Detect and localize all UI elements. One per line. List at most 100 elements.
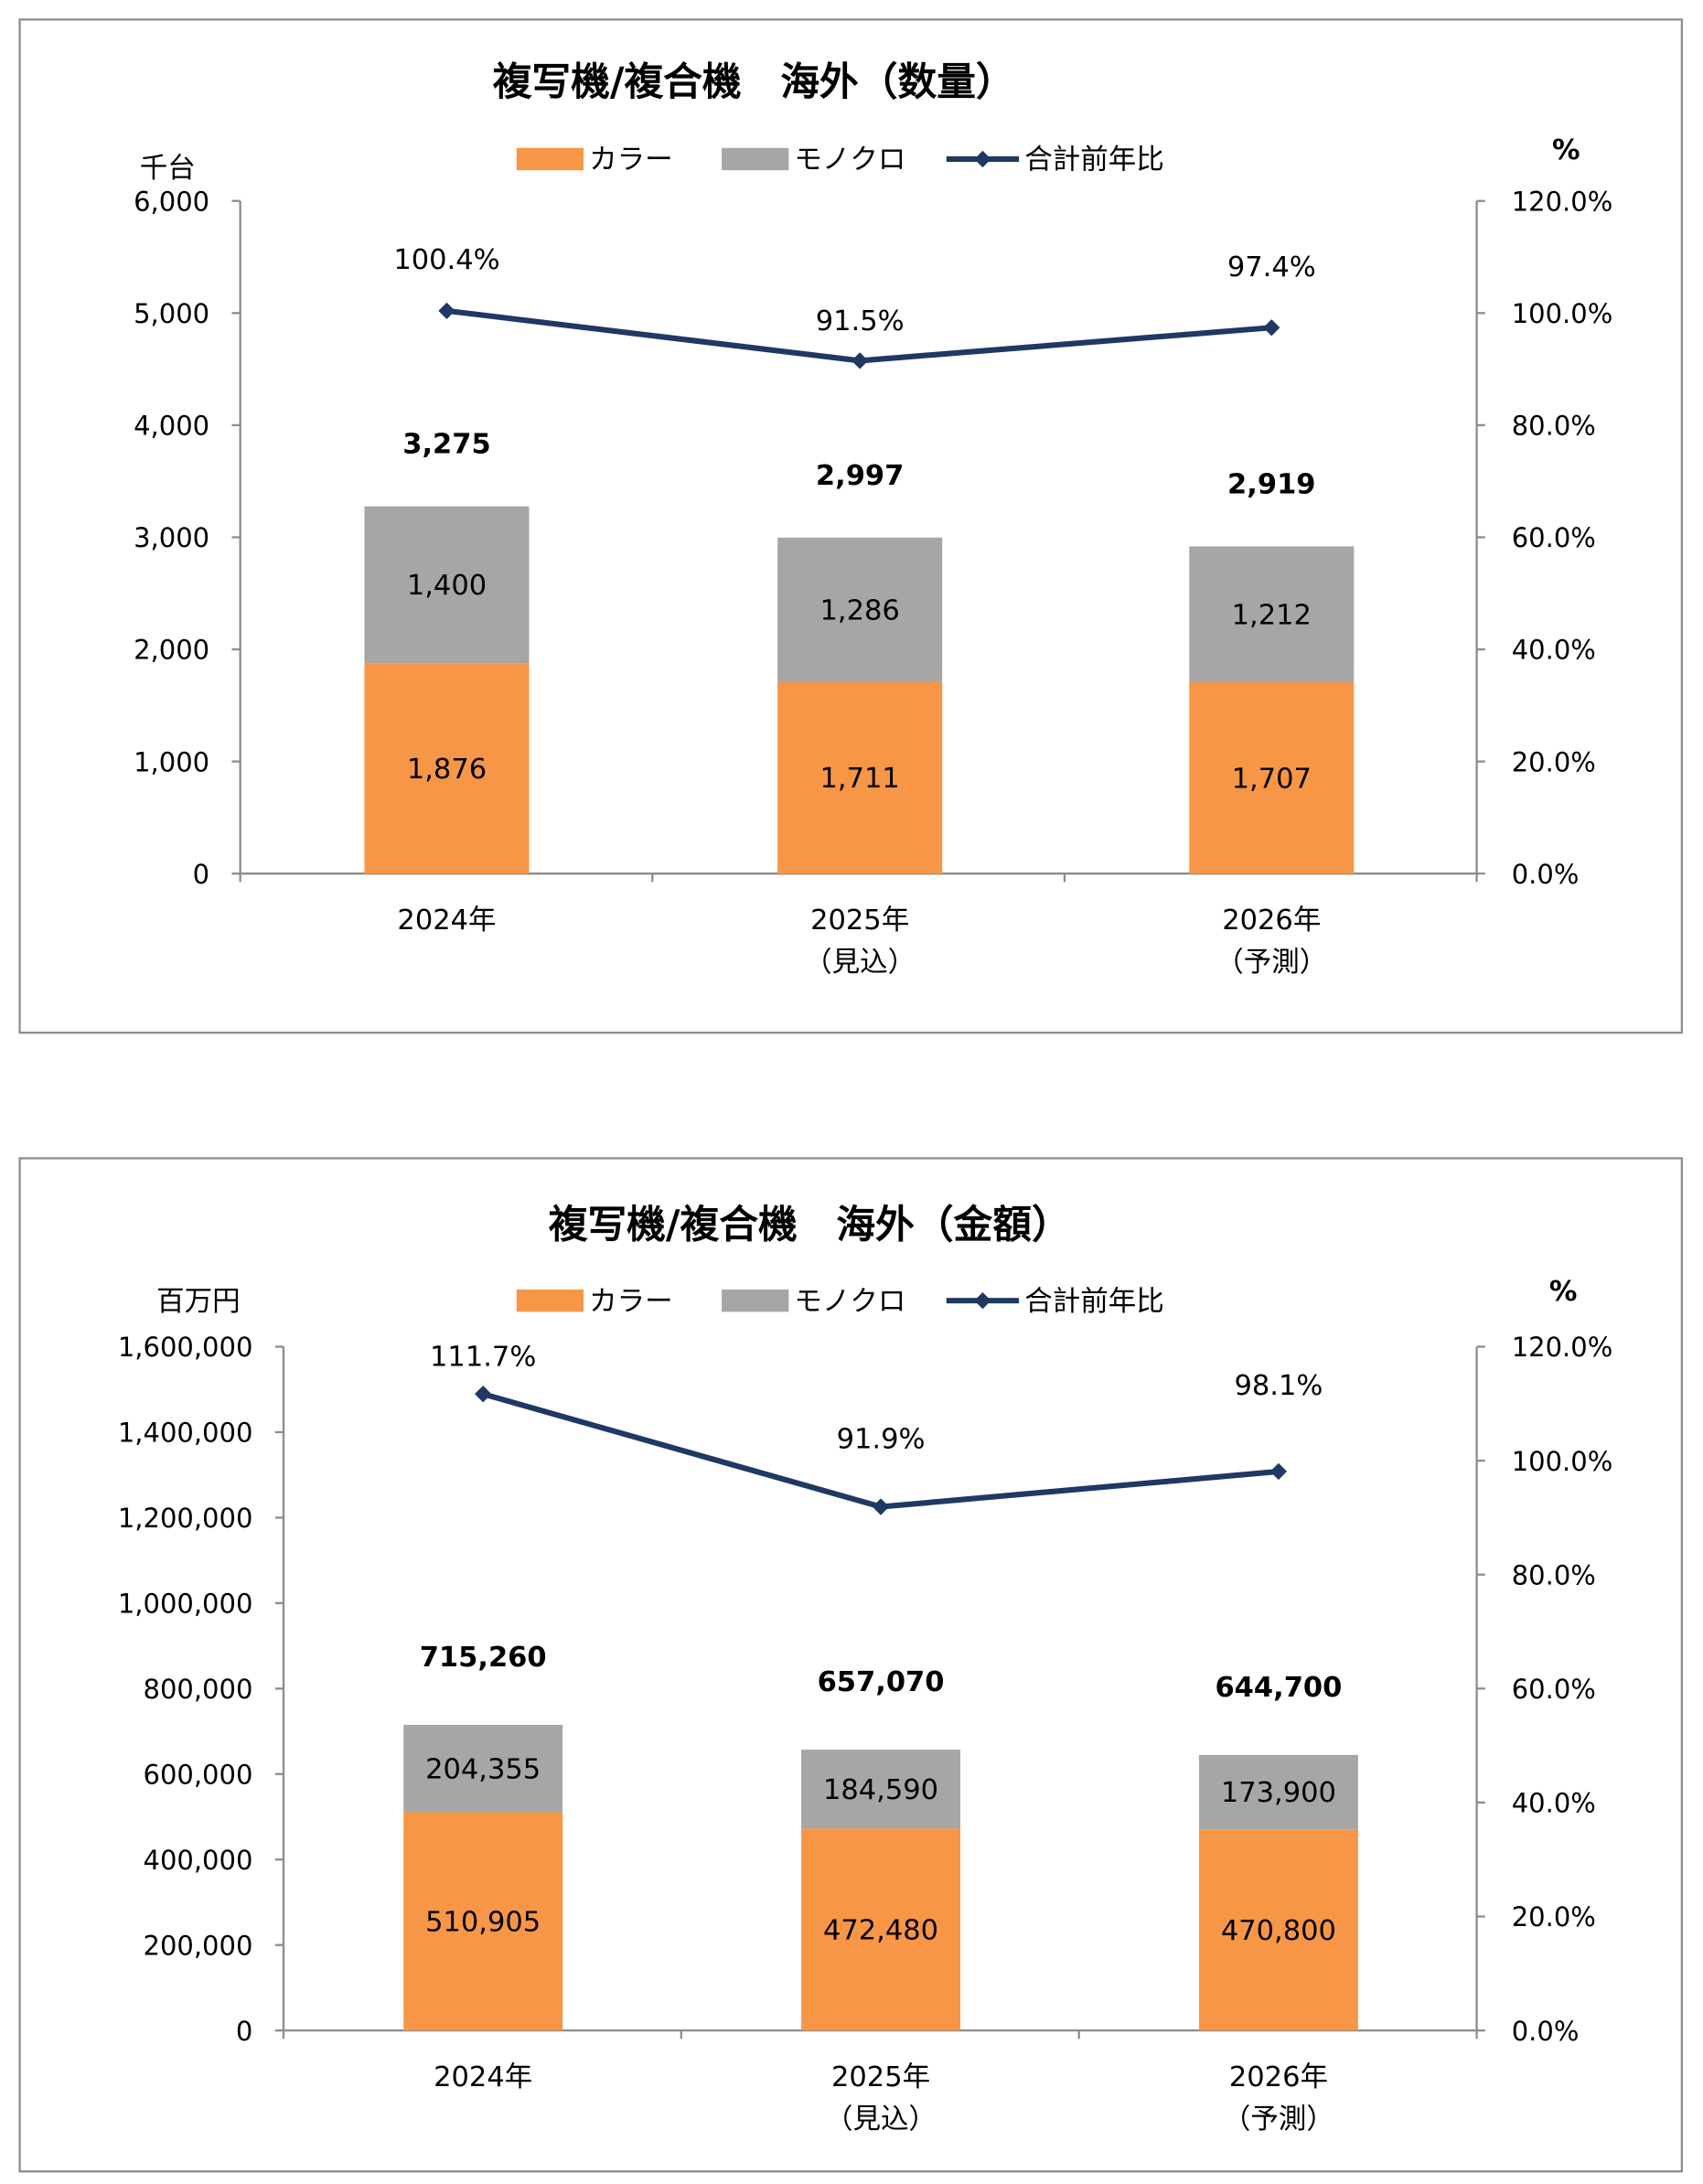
data-label-yoy: 98.1% — [1234, 1370, 1323, 1402]
x-category-label: （予測） — [1216, 947, 1327, 979]
legend-label-yoy: 合計前年比 — [1024, 145, 1164, 177]
y2-axis-unit: % — [1549, 1276, 1578, 1308]
x-category-label: 2026年 — [1222, 905, 1321, 937]
data-label-color: 1,876 — [407, 754, 487, 786]
data-label-mono: 1,212 — [1232, 599, 1312, 631]
y-tick-label: 6,000 — [134, 186, 209, 217]
y-tick-label: 0 — [236, 2016, 252, 2047]
y-tick-label: 4,000 — [134, 411, 209, 442]
y-tick-label: 400,000 — [144, 1845, 253, 1876]
legend-label-color: カラー — [589, 145, 673, 177]
y2-tick-label: 20.0% — [1512, 1901, 1596, 1932]
line-point-yoy — [852, 352, 869, 369]
data-label-color: 472,480 — [823, 1914, 938, 1946]
y2-tick-label: 100.0% — [1512, 298, 1613, 329]
data-label-color: 470,800 — [1221, 1915, 1336, 1947]
y-axis-unit: 千台 — [140, 153, 196, 185]
y-tick-label: 600,000 — [144, 1759, 253, 1790]
line-point-yoy — [1269, 1462, 1288, 1481]
legend-swatch-color — [516, 147, 584, 171]
y2-axis-unit: % — [1552, 134, 1580, 166]
legend-swatch-color — [516, 1289, 584, 1312]
chart-title: 複写機/複合機 海外（数量） — [493, 59, 1015, 105]
y-tick-label: 0 — [193, 859, 209, 890]
bar-mono — [801, 1750, 961, 1829]
legend: カラー モノクロ 合計前年比 — [516, 145, 1164, 177]
bar-color — [801, 1828, 961, 2031]
y2-tick-label: 0.0% — [1512, 2016, 1580, 2047]
data-label-color: 1,707 — [1232, 763, 1312, 795]
legend-marker-diamond-icon — [974, 1291, 991, 1310]
y2-tick-label: 100.0% — [1512, 1446, 1613, 1477]
bar-color — [403, 1812, 563, 2031]
line-point-yoy — [1263, 319, 1280, 337]
y2-tick-label: 80.0% — [1512, 411, 1596, 442]
data-label-yoy: 91.9% — [837, 1423, 926, 1455]
legend: カラー モノクロ 合計前年比 — [516, 1286, 1164, 1318]
y-tick-label: 800,000 — [144, 1674, 253, 1705]
data-label-total: 715,260 — [420, 1642, 547, 1674]
bar-mono — [777, 537, 943, 682]
y2-tick-label: 120.0% — [1512, 1332, 1613, 1363]
data-label-mono: 173,900 — [1221, 1777, 1336, 1809]
data-label-yoy: 111.7% — [430, 1342, 536, 1374]
x-category-label: 2024年 — [434, 2061, 532, 2093]
y2-tick-label: 40.0% — [1512, 1788, 1596, 1819]
bar-mono — [403, 1724, 563, 1813]
legend-marker-diamond-icon — [974, 150, 991, 168]
y-tick-label: 1,000 — [134, 746, 209, 777]
data-label-total: 2,919 — [1227, 468, 1315, 500]
legend-label-yoy: 合計前年比 — [1024, 1286, 1164, 1318]
x-category-label: （予測） — [1223, 2104, 1334, 2136]
line-point-yoy — [872, 1498, 890, 1515]
legend-swatch-mono — [722, 1289, 789, 1312]
y-tick-label: 1,200,000 — [118, 1503, 253, 1534]
bar-mono — [364, 506, 530, 664]
x-category-label: 2025年 — [810, 905, 909, 937]
data-label-mono: 1,400 — [407, 570, 487, 602]
bar-mono — [1189, 546, 1355, 682]
y2-tick-label: 0.0% — [1512, 859, 1580, 890]
chart-title: 複写機/複合機 海外（金額） — [549, 1202, 1071, 1247]
y-axis-unit: 百万円 — [156, 1286, 241, 1318]
data-label-total: 2,997 — [816, 460, 904, 492]
chart-1: 複写機/複合機 海外（数量） 千台% カラー モノクロ 合計前年比 0 1,000 2,000… — [18, 18, 1684, 1034]
x-category-label: 2026年 — [1229, 2061, 1328, 2093]
data-label-mono: 204,355 — [425, 1753, 541, 1785]
legend-label-mono: モノクロ — [794, 1286, 905, 1318]
y-tick-label: 2,000 — [134, 635, 209, 666]
legend-swatch-mono — [722, 147, 789, 171]
data-label-color: 1,711 — [819, 763, 899, 795]
data-label-color: 510,905 — [425, 1906, 541, 1938]
x-category-label: 2024年 — [397, 905, 496, 937]
data-label-mono: 1,286 — [819, 594, 899, 626]
legend-label-mono: モノクロ — [794, 145, 905, 177]
data-label-total: 657,070 — [818, 1666, 945, 1698]
y2-tick-label: 60.0% — [1512, 522, 1596, 553]
data-label-yoy: 91.5% — [816, 305, 905, 337]
bar-color — [1189, 681, 1355, 874]
y2-tick-label: 80.0% — [1512, 1559, 1596, 1590]
line-point-yoy — [475, 1386, 492, 1403]
y2-tick-label: 60.0% — [1512, 1674, 1596, 1705]
y-tick-label: 5,000 — [134, 298, 209, 329]
data-label-yoy: 97.4% — [1227, 252, 1316, 284]
bar-color — [364, 663, 530, 874]
x-category-label: 2025年 — [831, 2061, 930, 2093]
y-tick-label: 1,400,000 — [118, 1418, 253, 1449]
y2-tick-label: 120.0% — [1512, 186, 1613, 217]
data-label-yoy: 100.4% — [393, 244, 499, 276]
bar-color — [777, 681, 943, 874]
data-label-mono: 184,590 — [823, 1774, 938, 1806]
y2-tick-label: 40.0% — [1512, 635, 1596, 666]
line-point-yoy — [438, 302, 455, 320]
x-category-label: （見込） — [825, 2104, 937, 2136]
chart-2: 複写機/複合機 海外（金額） 百万円 % カラー モノクロ 合計前年比 0 200,000 40… — [18, 1157, 1684, 2173]
y-tick-label: 200,000 — [144, 1930, 253, 1961]
y-tick-label: 3,000 — [134, 522, 209, 553]
data-label-total: 3,275 — [402, 429, 490, 461]
y-tick-label: 1,600,000 — [118, 1332, 253, 1363]
data-label-total: 644,700 — [1215, 1672, 1342, 1704]
y2-tick-label: 20.0% — [1512, 746, 1596, 777]
